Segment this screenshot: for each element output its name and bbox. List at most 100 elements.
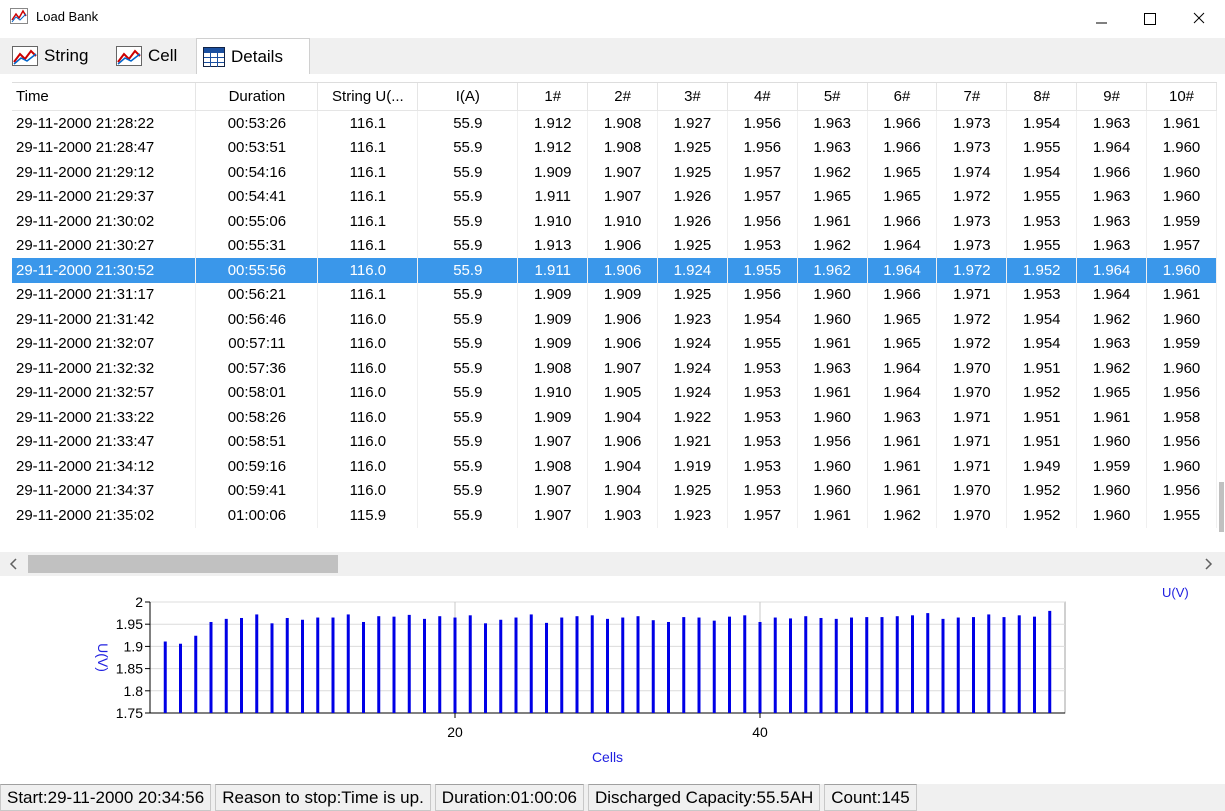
- table-row[interactable]: 29-11-2000 21:31:42 00:56:46 116.0 55.9 1.90…: [12, 307, 1217, 332]
- h-scrollbar[interactable]: [0, 552, 1225, 576]
- table-row[interactable]: 29-11-2000 21:34:12 00:59:16 116.0 55.9 1.90…: [12, 454, 1217, 479]
- table-cell: 1.963: [797, 356, 868, 381]
- table-row[interactable]: 29-11-2000 21:32:07 00:57:11 116.0 55.9 1.90…: [12, 331, 1217, 356]
- table-cell: 1.910: [587, 209, 659, 234]
- table-cell: 1.972: [936, 331, 1008, 356]
- table-row[interactable]: 29-11-2000 21:29:37 00:54:41 116.1 55.9 1.91…: [12, 184, 1217, 209]
- table-row[interactable]: 29-11-2000 21:35:02 01:00:06 115.9 55.9 1.90…: [12, 503, 1217, 528]
- table-cell: 1.951: [1006, 405, 1078, 430]
- table-cell: 1.956: [727, 135, 798, 160]
- status-item: Duration:01:00:06: [434, 784, 584, 811]
- table-cell: 29-11-2000 21:28:22: [12, 110, 197, 136]
- table-cell: 00:57:36: [195, 356, 319, 381]
- x-tick-label: 40: [752, 724, 768, 740]
- table-cell: 1.971: [936, 429, 1008, 454]
- bar: [956, 617, 960, 713]
- table-cell: 1.962: [1076, 307, 1148, 332]
- bar: [850, 617, 853, 713]
- table-cell: 00:53:51: [195, 135, 319, 160]
- table-cell: 1.965: [867, 184, 938, 209]
- tab[interactable]: Cell: [110, 40, 196, 72]
- table-cell: 1.907: [587, 160, 659, 185]
- table-row[interactable]: 29-11-2000 21:28:22 00:53:26 116.1 55.9 1.91…: [12, 110, 1217, 136]
- column-header: 1#: [517, 83, 589, 111]
- table-cell: 1.926: [657, 184, 728, 209]
- table-cell: 1.956: [797, 429, 868, 454]
- table-cell: 29-11-2000 21:35:02: [12, 503, 197, 528]
- table-cell: 1.924: [657, 331, 728, 356]
- table-cell: 1.923: [657, 503, 728, 528]
- table-cell: 116.1: [317, 282, 419, 307]
- table-cell: 1.970: [936, 380, 1008, 405]
- table-cell: 1.953: [727, 233, 798, 258]
- table-row[interactable]: 29-11-2000 21:32:57 00:58:01 116.0 55.9 1.91…: [12, 380, 1217, 405]
- bar: [575, 616, 579, 713]
- table-cell: 1.961: [867, 454, 938, 479]
- bar: [270, 623, 274, 713]
- table-cell: 1.957: [727, 160, 798, 185]
- y-tick-label: 1.8: [124, 683, 144, 699]
- bar: [773, 617, 777, 713]
- table-row[interactable]: 29-11-2000 21:30:27 00:55:31 116.1 55.9 1.91…: [12, 233, 1217, 258]
- table-cell: 1.908: [587, 135, 659, 160]
- table-cell: 00:59:16: [195, 454, 319, 479]
- table-cell: 00:54:16: [195, 160, 319, 185]
- table-row[interactable]: 29-11-2000 21:31:17 00:56:21 116.1 55.9 1.90…: [12, 282, 1217, 307]
- table-cell: 1.962: [867, 503, 938, 528]
- table-row[interactable]: 29-11-2000 21:34:37 00:59:41 116.0 55.9 1.90…: [12, 478, 1217, 503]
- table-cell: 1.953: [727, 478, 798, 503]
- bar: [255, 614, 259, 713]
- table-cell: 1.927: [657, 110, 728, 136]
- table-row[interactable]: 29-11-2000 21:32:32 00:57:36 116.0 55.9 1.90…: [12, 356, 1217, 381]
- window-controls[interactable]: [1090, 8, 1220, 30]
- table-cell: 1.972: [936, 307, 1008, 332]
- table-cell: 1.959: [1146, 209, 1217, 234]
- table-cell: 29-11-2000 21:30:27: [12, 233, 197, 258]
- table-cell: 00:59:41: [195, 478, 319, 503]
- table-cell: 1.925: [657, 160, 728, 185]
- table-cell: 1.957: [727, 184, 798, 209]
- v-scrollbar[interactable]: [1217, 82, 1225, 552]
- table-cell: 1.964: [867, 233, 938, 258]
- table-cell: 29-11-2000 21:29:37: [12, 184, 197, 209]
- bar: [636, 616, 640, 713]
- table-cell: 1.965: [797, 184, 868, 209]
- table-row[interactable]: 29-11-2000 21:29:12 00:54:16 116.1 55.9 1.90…: [12, 160, 1217, 185]
- table-cell: 00:55:06: [195, 209, 319, 234]
- table-cell: 1.906: [587, 307, 659, 332]
- tab[interactable]: String: [6, 40, 110, 72]
- bar: [1002, 617, 1006, 713]
- legend-label: U(V): [1162, 585, 1189, 600]
- bar: [453, 617, 457, 713]
- table-row-selected[interactable]: 29-11-2000 21:30:52 00:55:56 116.0 55.9 1.91…: [12, 258, 1217, 283]
- table-cell: 1.963: [1076, 110, 1148, 136]
- table-cell: 116.0: [317, 331, 419, 356]
- bar: [728, 616, 731, 713]
- table-cell: 1.949: [1006, 454, 1078, 479]
- status-item: Discharged Capacity:55.5AH: [587, 784, 821, 811]
- column-header: 8#: [1006, 83, 1078, 111]
- table-cell: 1.924: [657, 380, 728, 405]
- column-header: 9#: [1076, 83, 1148, 111]
- table-cell: 116.0: [317, 307, 419, 332]
- table-cell: 116.0: [317, 380, 419, 405]
- window-title: Load Bank: [36, 9, 99, 24]
- table-row[interactable]: 29-11-2000 21:28:47 00:53:51 116.1 55.9 1.91…: [12, 135, 1217, 160]
- table-cell: 115.9: [317, 503, 419, 528]
- table-cell: 116.1: [317, 110, 419, 136]
- table-row[interactable]: 29-11-2000 21:33:47 00:58:51 116.0 55.9 1.90…: [12, 429, 1217, 454]
- table-cell: 00:53:26: [195, 110, 319, 136]
- table-cell: 1.907: [587, 184, 659, 209]
- table-cell: 55.9: [417, 478, 519, 503]
- table-cell: 1.960: [1146, 184, 1217, 209]
- tab-selected[interactable]: Details: [196, 38, 310, 74]
- table-cell: 1.955: [727, 258, 798, 283]
- table-cell: 1.963: [1076, 331, 1148, 356]
- table-cell: 29-11-2000 21:31:17: [12, 282, 197, 307]
- table-row[interactable]: 29-11-2000 21:30:02 00:55:06 116.1 55.9 1.91…: [12, 209, 1217, 234]
- y-tick-label: 1.9: [124, 638, 144, 654]
- table-cell: 1.960: [797, 282, 868, 307]
- table-row[interactable]: 29-11-2000 21:33:22 00:58:26 116.0 55.9 1.90…: [12, 405, 1217, 430]
- table-cell: 55.9: [417, 160, 519, 185]
- table-cell: 1.955: [727, 331, 798, 356]
